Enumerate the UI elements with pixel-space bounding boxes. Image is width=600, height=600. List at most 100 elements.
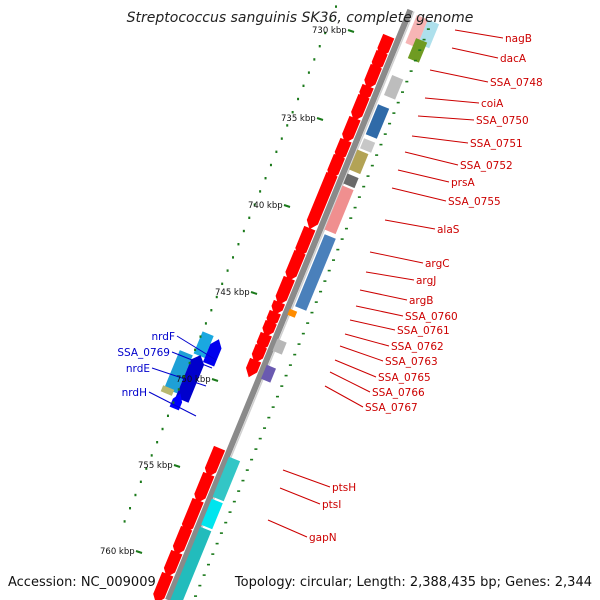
gene-label-prsA: prsA <box>451 177 475 189</box>
skew-dot <box>253 203 256 206</box>
tick-mark <box>275 395 279 398</box>
skew-dot <box>335 5 338 8</box>
tick-mark <box>327 269 331 272</box>
tick-mark <box>245 469 249 471</box>
skew-dot <box>145 467 148 470</box>
gene-label-alaS: alaS <box>437 224 460 236</box>
tick-mark <box>353 206 357 209</box>
skew-dot <box>199 335 202 338</box>
skew-dot <box>188 361 191 365</box>
gene-label-SSA_0761: SSA_0761 <box>397 325 450 337</box>
map-title: Streptococcus sanguinis SK36, complete g… <box>127 10 474 26</box>
scale-tick-5 <box>173 464 181 468</box>
skew-dot <box>297 97 300 101</box>
nrdH-arrow <box>169 393 183 411</box>
leader-SSA_0761 <box>349 319 396 331</box>
scale-label-1: 735 kbp <box>281 114 316 124</box>
scale-tick-1 <box>316 117 324 121</box>
nrdH-block <box>160 385 175 396</box>
skew-dot <box>134 493 137 497</box>
accession-label: Accession: NC_009009 <box>8 575 156 590</box>
tick-mark <box>288 364 292 366</box>
tick-mark <box>297 343 301 345</box>
cds-arrow-19 <box>194 471 215 504</box>
tick-mark <box>301 332 305 335</box>
tick-mark <box>219 532 223 534</box>
tick-mark <box>392 112 396 114</box>
skew-dot <box>210 309 213 312</box>
tick-mark <box>280 385 284 387</box>
feature-layer <box>153 15 440 600</box>
cds-arrow-0 <box>377 33 395 58</box>
skew-dot <box>291 111 294 114</box>
scale-label-0: 730 kbp <box>312 26 347 36</box>
leader-SSA_0769 <box>171 351 213 369</box>
leader-ptsH <box>282 469 331 488</box>
cds-arrow-17 <box>246 357 262 378</box>
tick-mark <box>319 290 323 293</box>
tick-mark <box>267 416 271 419</box>
cog-block-3 <box>384 75 404 100</box>
cog-block-4 <box>365 104 390 139</box>
tick-mark <box>340 238 344 240</box>
tick-mark <box>418 49 422 51</box>
tick-mark <box>422 38 426 41</box>
cog-block-7 <box>343 173 359 189</box>
skew-dot <box>194 348 197 352</box>
skew-dot <box>221 282 224 286</box>
skew-dot <box>313 58 316 61</box>
cog-block-10 <box>287 308 298 318</box>
tick-mark <box>250 458 254 461</box>
nrdF-block <box>193 331 214 358</box>
leader-SSA_0766 <box>329 371 371 393</box>
cds-arrow-4 <box>351 93 370 122</box>
leader-line-layer <box>148 29 504 538</box>
tick-mark <box>379 143 383 146</box>
cog-block-15 <box>170 526 212 600</box>
gene-label-SSA_0765: SSA_0765 <box>378 372 431 384</box>
cds-arrow-8 <box>306 171 338 230</box>
skew-dot <box>204 322 207 325</box>
cds-arrow-9 <box>295 225 316 258</box>
leader-SSA_0765 <box>334 359 377 378</box>
skew-dot <box>139 480 142 484</box>
genome-summary-label: Topology: circular; Length: 2,388,435 bp… <box>234 575 592 590</box>
leader-nrdF <box>176 335 217 361</box>
gene-label-SSA_0751: SSA_0751 <box>470 138 523 150</box>
gene-label-nrdH: nrdH <box>122 387 147 399</box>
cog-block-14 <box>201 498 223 530</box>
gene-label-ptsI: ptsI <box>322 499 341 511</box>
tick-mark <box>332 259 336 261</box>
tick-mark <box>349 217 353 219</box>
leader-prsA <box>397 169 450 183</box>
tick-mark <box>426 28 430 30</box>
leader-SSA_0755 <box>391 187 447 202</box>
tick-mark <box>263 427 267 429</box>
scale-tick-2 <box>283 204 291 208</box>
cds-arrow-11 <box>275 275 295 306</box>
tick-mark <box>271 406 275 408</box>
gene-label-nagB: nagB <box>505 33 532 45</box>
leader-nrdH <box>148 391 197 417</box>
gene-label-SSA_0767: SSA_0767 <box>365 402 418 414</box>
skew-dot <box>307 71 310 74</box>
skew-dot <box>302 84 305 88</box>
tick-mark <box>336 248 340 251</box>
skew-dot <box>259 190 262 193</box>
gene-label-SSA_0762: SSA_0762 <box>391 341 444 353</box>
tick-mark <box>241 479 245 482</box>
gene-label-argJ: argJ <box>416 275 436 287</box>
cds-arrow-14 <box>262 319 277 338</box>
scale-tick-3 <box>250 291 258 295</box>
tick-mark <box>198 584 202 587</box>
gene-label-SSA_0750: SSA_0750 <box>476 115 529 127</box>
cds-arrow-12 <box>271 299 285 316</box>
tick-mark <box>366 175 370 177</box>
cds-arrow-21 <box>172 525 193 556</box>
tick-mark <box>388 122 392 125</box>
cds-arrow-2 <box>364 63 382 90</box>
cds-arrow-1 <box>371 49 388 72</box>
gene-label-argB: argB <box>409 295 433 307</box>
tick-mark <box>370 164 374 167</box>
scale-label-3: 745 kbp <box>215 288 250 298</box>
